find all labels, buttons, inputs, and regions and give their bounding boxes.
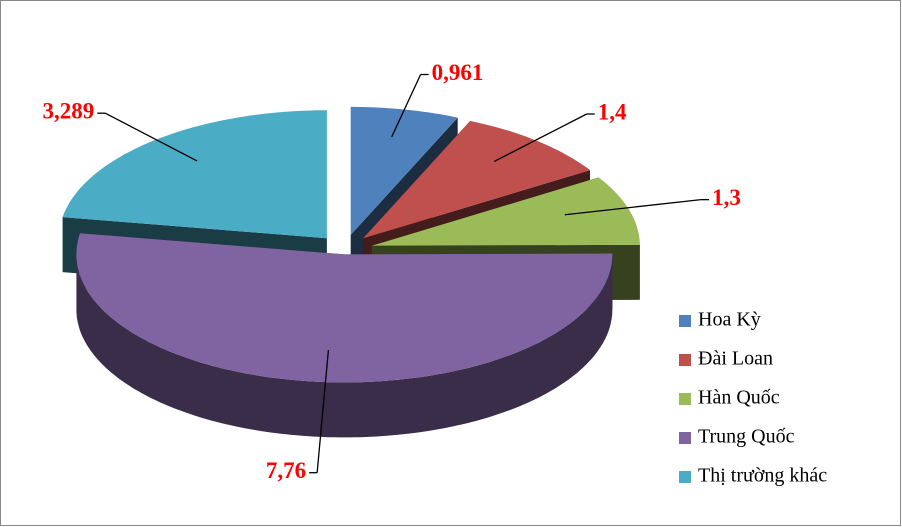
legend-label: Đài Loan xyxy=(698,348,773,370)
slice-wall xyxy=(76,254,613,438)
legend-swatch xyxy=(679,471,691,483)
data-label: 7,76 xyxy=(266,458,306,483)
data-label: 1,4 xyxy=(598,99,627,124)
slice xyxy=(371,177,640,246)
leader-line xyxy=(493,113,588,163)
leader-line xyxy=(316,350,330,473)
legend-label: Hàn Quốc xyxy=(698,387,780,409)
legend-swatch xyxy=(679,432,691,444)
slice xyxy=(363,120,590,239)
data-label: 3,289 xyxy=(43,98,95,123)
slice xyxy=(62,110,327,239)
slice xyxy=(76,233,613,383)
legend-label: Trung Quốc xyxy=(698,426,795,448)
slice xyxy=(350,106,458,235)
data-label: 0,961 xyxy=(432,60,484,85)
leader-line xyxy=(391,74,422,138)
legend-swatch xyxy=(679,393,691,405)
legend-swatch xyxy=(679,354,691,366)
legend-swatch xyxy=(679,315,691,327)
legend-label: Hoa Kỳ xyxy=(698,309,761,331)
leader-line xyxy=(564,199,702,216)
data-label: 1,3 xyxy=(712,185,741,210)
legend-label: Thị trường khác xyxy=(698,465,827,487)
leader-line xyxy=(104,112,198,162)
